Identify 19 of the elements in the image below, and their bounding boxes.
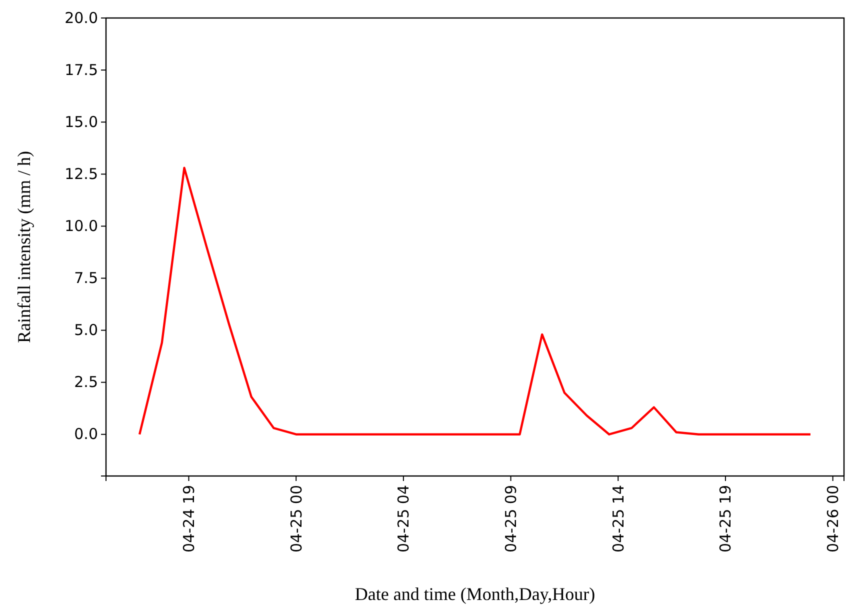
y-tick-label: 20.0 bbox=[64, 8, 98, 27]
y-axis-title: Rainfall intensity (mm / h) bbox=[14, 151, 34, 343]
y-tick-label: 7.5 bbox=[74, 269, 98, 288]
x-tick-label: 04-25 19 bbox=[716, 485, 735, 552]
x-axis-title: Date and time (Month,Day,Hour) bbox=[354, 584, 596, 604]
x-tick-label: 04-25 04 bbox=[394, 485, 413, 552]
x-tick-label: 04-25 00 bbox=[287, 485, 306, 552]
x-tick-label: 04-24 19 bbox=[180, 485, 198, 552]
x-tick-label: 04-25 09 bbox=[502, 485, 520, 552]
y-tick-label: 0.0 bbox=[74, 425, 98, 444]
y-tick-label: 10.0 bbox=[64, 216, 98, 235]
y-tick-label: 5.0 bbox=[74, 321, 98, 340]
y-tick-label: 17.5 bbox=[64, 60, 98, 79]
x-tick-label: 04-26 00 bbox=[824, 485, 842, 552]
y-tick-label: 12.5 bbox=[64, 164, 98, 183]
line-series bbox=[138, 166, 812, 436]
x-tick-label: 04-25 14 bbox=[609, 485, 628, 552]
y-tick-label: 2.5 bbox=[74, 373, 98, 392]
y-tick-label: 15.0 bbox=[64, 112, 98, 131]
